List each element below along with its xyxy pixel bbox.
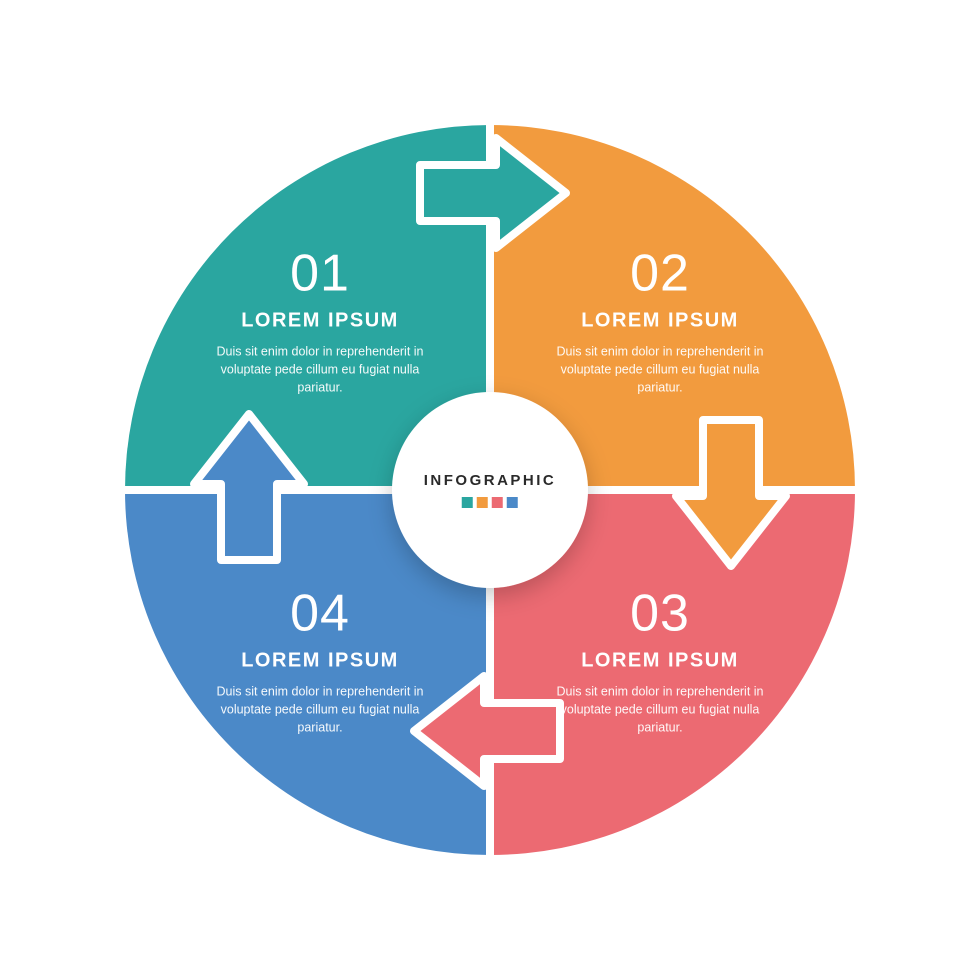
center-hub-content: INFOGRAPHIC	[424, 472, 557, 508]
segment-02-title: LOREM IPSUM	[540, 309, 780, 332]
segment-01-text: 01 LOREM IPSUM Duis sit enim dolor in re…	[200, 243, 440, 396]
segment-03-body: Duis sit enim dolor in reprehenderit in …	[540, 682, 780, 736]
segment-02-number: 02	[540, 243, 780, 303]
segment-04-title: LOREM IPSUM	[200, 649, 440, 672]
segment-03-number: 03	[540, 583, 780, 643]
segment-03-title: LOREM IPSUM	[540, 649, 780, 672]
swatch-4	[507, 497, 518, 508]
segment-04-text: 04 LOREM IPSUM Duis sit enim dolor in re…	[200, 583, 440, 736]
swatch-1	[462, 497, 473, 508]
infographic-stage: 01 LOREM IPSUM Duis sit enim dolor in re…	[0, 0, 980, 980]
segment-01-title: LOREM IPSUM	[200, 309, 440, 332]
segment-04-number: 04	[200, 583, 440, 643]
segment-02-text: 02 LOREM IPSUM Duis sit enim dolor in re…	[540, 243, 780, 396]
swatch-3	[492, 497, 503, 508]
center-swatches	[424, 497, 557, 508]
center-label: INFOGRAPHIC	[424, 472, 557, 489]
segment-02-body: Duis sit enim dolor in reprehenderit in …	[540, 342, 780, 396]
segment-01-number: 01	[200, 243, 440, 303]
segment-01-body: Duis sit enim dolor in reprehenderit in …	[200, 342, 440, 396]
segment-04-body: Duis sit enim dolor in reprehenderit in …	[200, 682, 440, 736]
segment-03-text: 03 LOREM IPSUM Duis sit enim dolor in re…	[540, 583, 780, 736]
swatch-2	[477, 497, 488, 508]
